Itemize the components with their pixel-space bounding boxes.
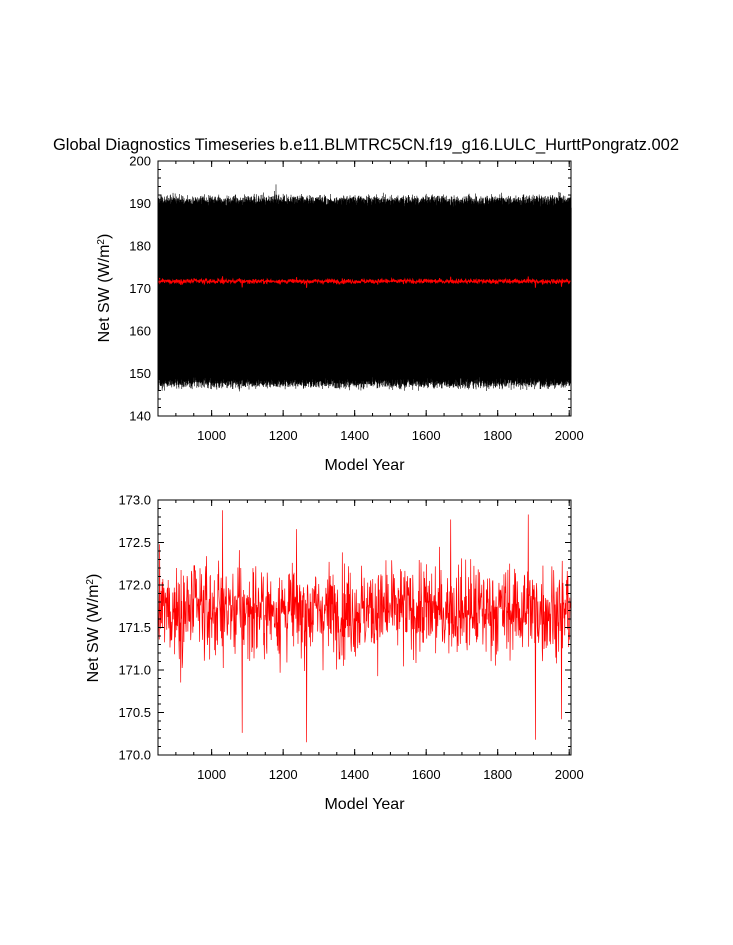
y-tick-label: 172.5 [118,535,151,550]
chart-top: 1000 1200 1400 1600 1800 2000 140 150 160 170 180… [96,154,584,475]
y-tick-label: 190 [129,196,151,211]
x-tick-label: 1000 [197,428,226,443]
y-tick-label: 171.5 [118,620,151,635]
x-tick-label: 1800 [483,428,512,443]
y-tick-label: 200 [129,154,151,169]
x-tick-label: 1600 [412,767,441,782]
x-tick-label: 1200 [269,767,298,782]
series-monthly-line [157,184,572,392]
x-tick-label: 1400 [340,767,369,782]
series-annual-mean-line [157,510,572,743]
x-tick-label: 1400 [340,428,369,443]
x-tick-label: 1600 [412,428,441,443]
y-tick-label: 171.0 [118,663,151,678]
x-tick-label: 2000 [555,767,584,782]
x-axis-top: 1000 1200 1400 1600 1800 2000 [157,161,584,443]
x-axis-label-top: Model Year [324,457,405,474]
y-axis-label-top-close: ) [96,234,113,239]
y-tick-label: 172.0 [118,578,151,593]
y-tick-label: 170.0 [118,748,151,763]
x-axis-bottom: 1000 1200 1400 1600 1800 2000 [157,500,584,782]
x-axis-label-bottom: Model Year [324,796,405,813]
y-tick-label: 170 [129,281,151,296]
x-tick-label: 1800 [483,767,512,782]
y-axis-label-bottom-main: Net SW (W/m [85,585,102,683]
y-axis-label-bottom-close: ) [85,574,102,579]
x-tick-label: 1200 [269,428,298,443]
y-axis-label-top-sup: 2 [96,239,107,245]
plot-frame-bottom [157,499,572,756]
y-tick-label: 180 [129,239,151,254]
plot-frame-top [157,160,572,417]
y-tick-label: 170.5 [118,705,151,720]
plot-area-bottom [157,510,572,743]
y-tick-label: 140 [129,409,151,424]
chart-bottom: 1000 1200 1400 1600 1800 2000 170.0 170.5 171.0… [85,493,584,814]
figure-title: Global Diagnostics Timeseries b.e11.BLMT… [53,136,679,154]
plot-area-top [157,184,572,392]
series-annual-mean-line [157,276,572,288]
y-tick-label: 150 [129,366,151,381]
x-tick-label: 1000 [197,767,226,782]
y-axis-label-top: Net SW (W/m2) [96,234,114,343]
y-axis-bottom: 170.0 170.5 171.0 171.5 172.0 172.5 173.0 [118,493,571,763]
y-tick-label: 173.0 [118,493,151,508]
y-axis-label-top-main: Net SW (W/m [96,245,113,343]
y-axis-label-bottom: Net SW (W/m2) [85,574,103,683]
y-axis-label-bottom-sup: 2 [85,579,96,585]
x-tick-label: 2000 [555,428,584,443]
y-tick-label: 160 [129,324,151,339]
